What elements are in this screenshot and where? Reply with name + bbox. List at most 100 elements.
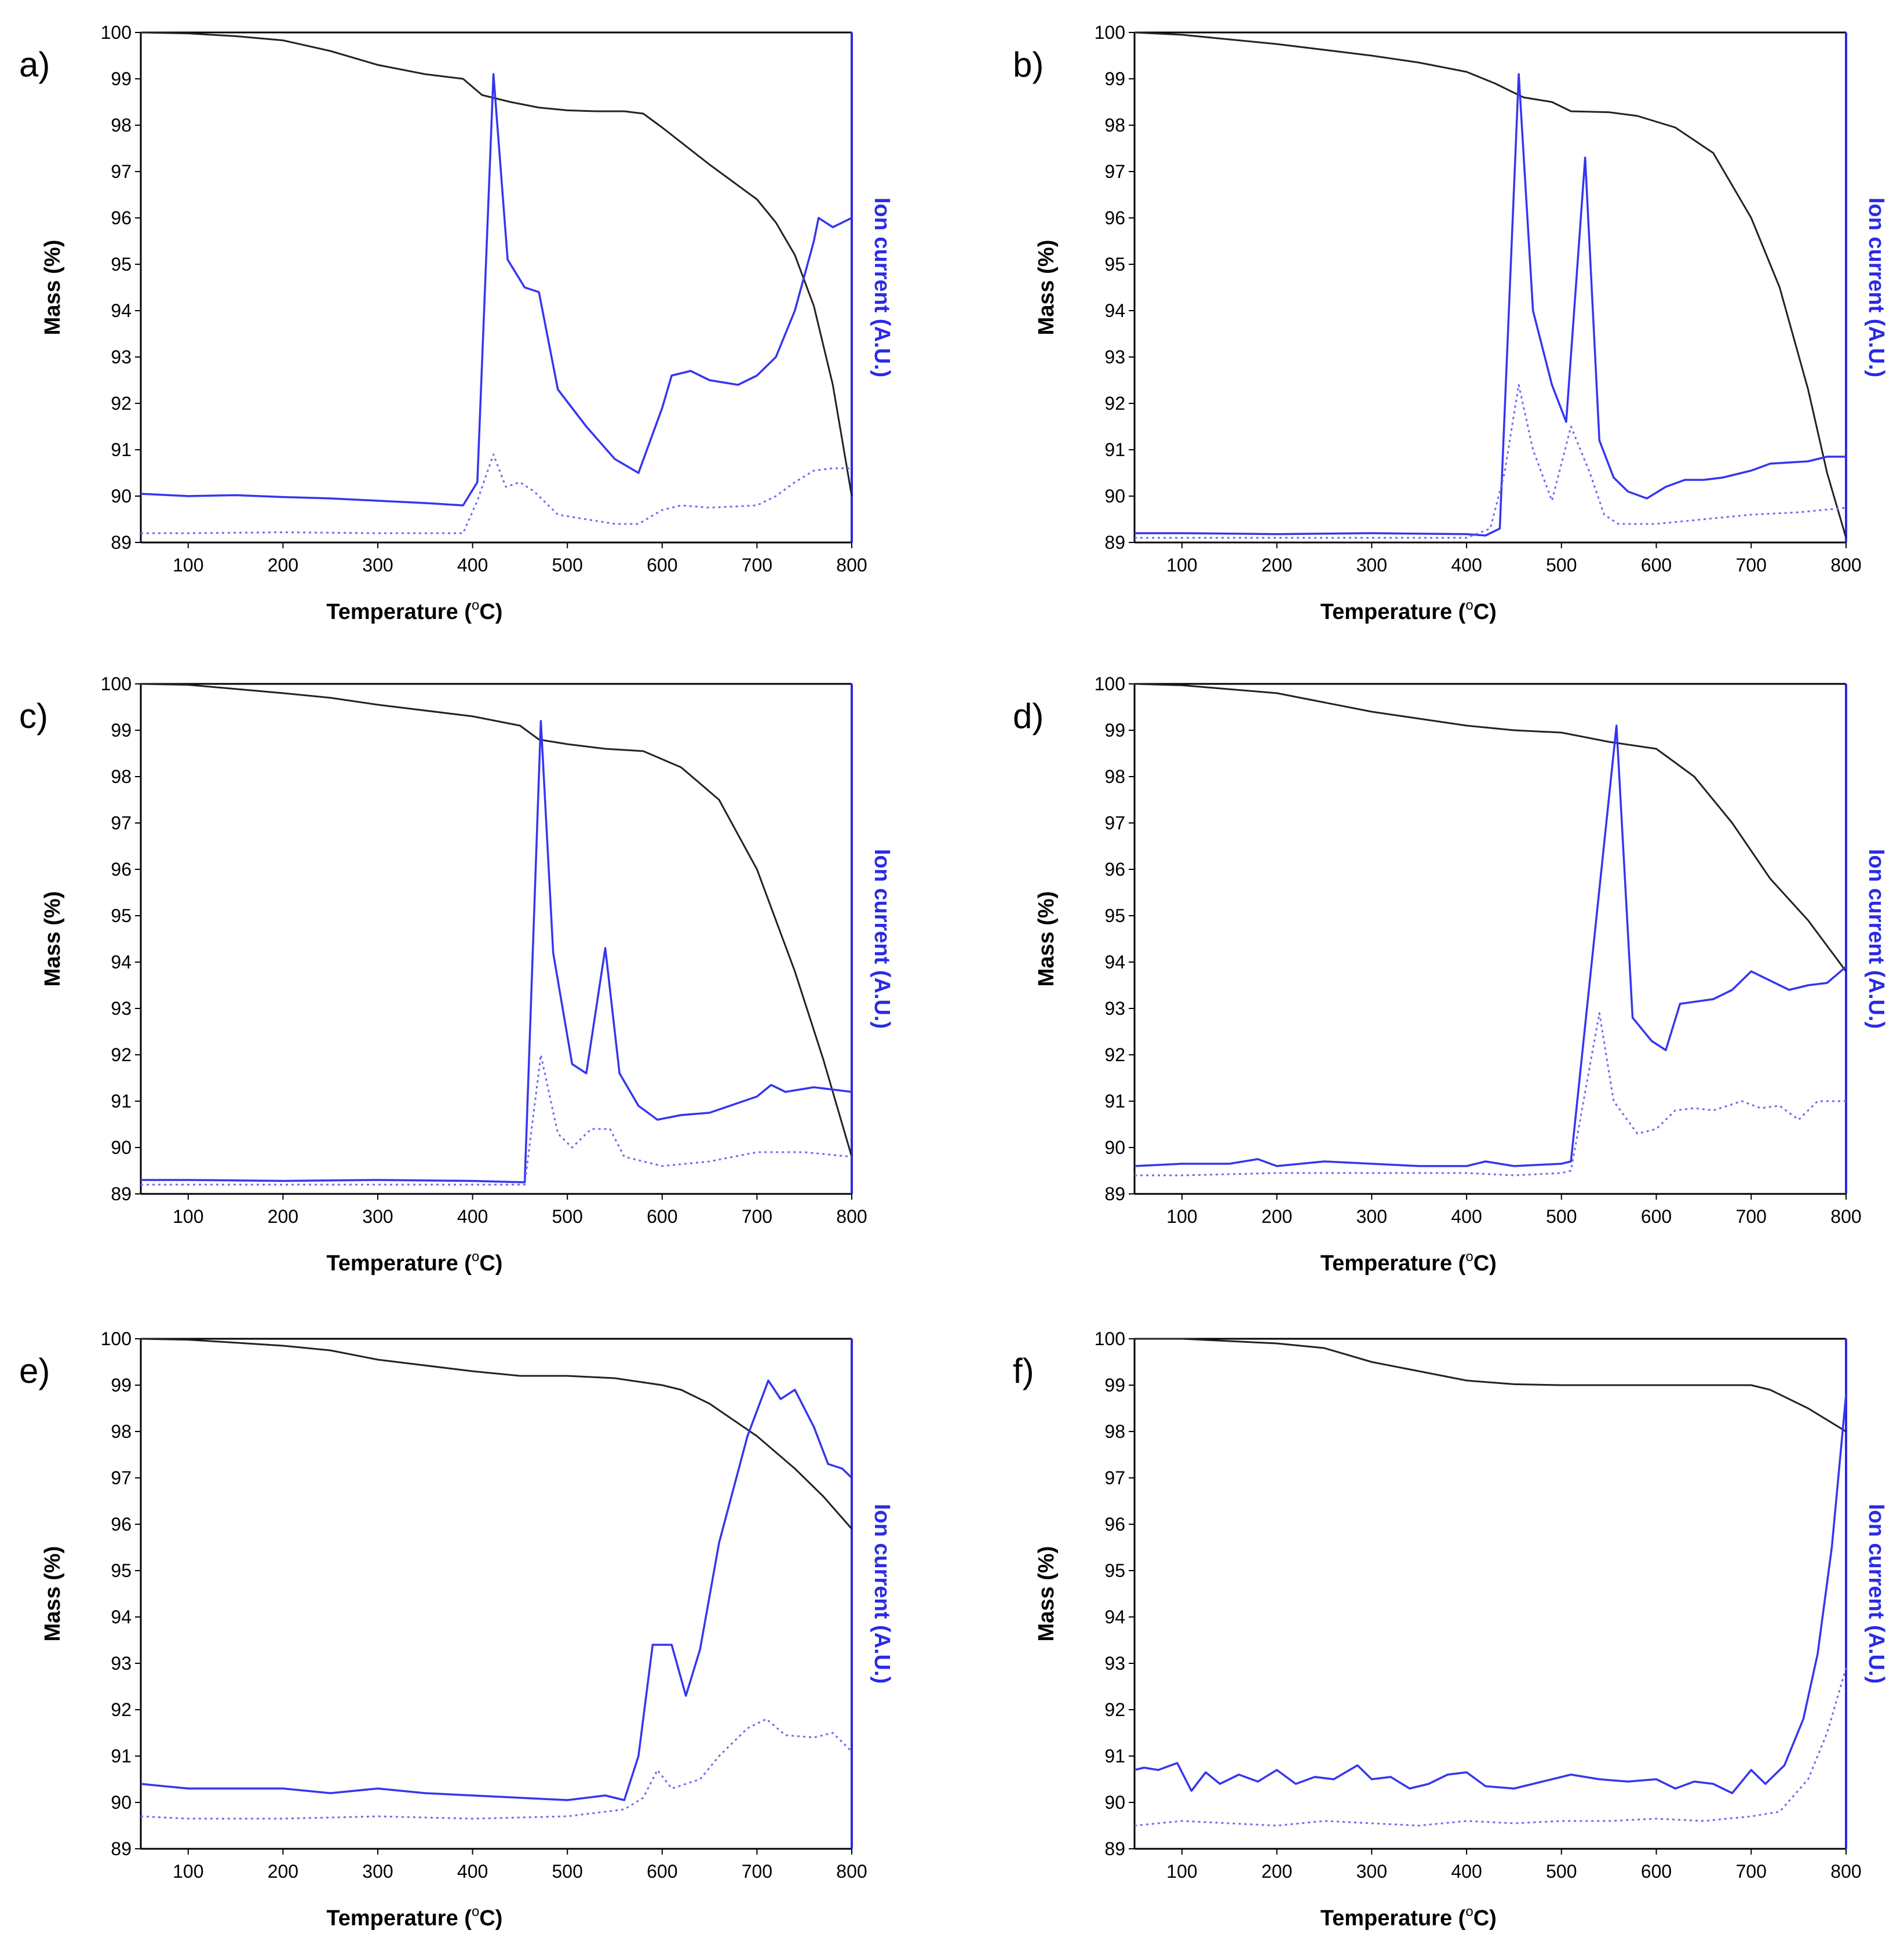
panel-b-xtick-label: 400 (1451, 555, 1482, 576)
panel-b-ytick-label: 91 (1104, 439, 1125, 460)
panel-a-ytick-label: 90 (111, 486, 132, 507)
panel-b-xtick-label: 800 (1830, 555, 1861, 576)
panel-b-ytick-label: 90 (1104, 486, 1125, 507)
panel-d-ion-current-solid-line (1134, 724, 1847, 1167)
panel-f-ytick-label: 94 (1104, 1607, 1125, 1627)
panel-a-ytick-label: 93 (111, 347, 132, 367)
panel-f-ytick-label: 92 (1104, 1699, 1125, 1720)
panel-f-ytick-label: 100 (1095, 1328, 1125, 1349)
panel-e-ytick-label: 96 (111, 1514, 132, 1535)
panel-a-ytick-label: 94 (111, 300, 132, 321)
panel-e-ytick-label: 99 (111, 1375, 132, 1396)
panel-a-ytick-label: 100 (101, 22, 132, 43)
panel-d-ytick-label: 93 (1104, 998, 1125, 1019)
panel-f-xtick-label: 500 (1546, 1861, 1577, 1882)
panel-e-ytick-label: 89 (111, 1838, 132, 1859)
panel-f-ytick-label: 90 (1104, 1792, 1125, 1813)
panel-e-xtick-label: 800 (836, 1861, 867, 1882)
panel-e-mass-line (140, 1338, 853, 1529)
panel-f-xtick-label: 800 (1830, 1861, 1861, 1882)
panel-c-xtick-label: 400 (457, 1206, 488, 1227)
panel-e-ytick-label: 97 (111, 1467, 132, 1488)
panel-c-ytick-label: 89 (111, 1183, 132, 1204)
panel-e: 89 90 91 92 93 94 95 96 97 98 99 100 100 200 300 400 500… (19, 1328, 894, 1931)
panel-f-ytick-label: 95 (1104, 1560, 1125, 1581)
panel-a-xtick-label: 200 (268, 555, 298, 576)
panel-b-ytick-label: 92 (1104, 393, 1125, 414)
panel-c-xtick-label: 500 (552, 1206, 583, 1227)
panel-f-ytick-label: 99 (1104, 1375, 1125, 1396)
panel-a-ytick-label: 92 (111, 393, 132, 414)
panel-f-xtick-label: 700 (1736, 1861, 1767, 1882)
panel-b-xtick-label: 500 (1546, 555, 1577, 576)
panel-c-xlabel: Temperature (oC) (326, 1249, 502, 1276)
panel-c-xtick-label: 200 (268, 1206, 298, 1227)
panel-f-ylabel: Mass (%) (1034, 1546, 1059, 1642)
panel-f-xtick-label: 200 (1261, 1861, 1292, 1882)
panel-a-ytick-label: 96 (111, 207, 132, 228)
panel-f-ytick-label: 97 (1104, 1467, 1125, 1488)
panel-c-label: c) (19, 697, 48, 735)
panel-b-ylabel-right: Ion current (A.U.) (1864, 198, 1888, 377)
panel-a-xtick-label: 800 (836, 555, 867, 576)
panel-a-xtick-label: 100 (173, 555, 203, 576)
panel-a-ytick-label: 91 (111, 439, 132, 460)
panel-b-ytick-label: 93 (1104, 347, 1125, 367)
panel-b-xtick-label: 200 (1261, 555, 1292, 576)
panel-d-ytick-label: 100 (1095, 673, 1125, 694)
panel-d-xtick-label: 300 (1356, 1206, 1387, 1227)
panel-d-xtick-label: 500 (1546, 1206, 1577, 1227)
panel-c-ytick-label: 92 (111, 1044, 132, 1065)
panel-b-ytick-label: 89 (1104, 532, 1125, 553)
panel-d-ytick-label: 89 (1104, 1183, 1125, 1204)
panel-c-ylabel-right: Ion current (A.U.) (870, 849, 894, 1029)
panel-b-ytick-label: 97 (1104, 161, 1125, 182)
panel-f-mass-line (1135, 1338, 1847, 1433)
panel-a-ion-current-dotted-line (141, 453, 852, 534)
panel-e-ion-current-solid-line (140, 1379, 853, 1801)
panel-e-xtick-label: 200 (268, 1861, 298, 1882)
panel-e-ytick-label: 94 (111, 1607, 132, 1627)
panel-a-ion-current-solid-line (140, 73, 852, 507)
panel-c-xtick-label: 700 (742, 1206, 772, 1227)
panel-b-ylabel: Mass (%) (1034, 240, 1059, 336)
panel-d-xtick-label: 800 (1830, 1206, 1861, 1227)
panel-e-ytick-label: 92 (111, 1699, 132, 1720)
panel-c-ytick-label: 97 (111, 813, 132, 833)
panel-e-ytick-label: 90 (111, 1792, 132, 1813)
panel-b-mass-line (1134, 31, 1847, 538)
panel-b-ion-current-solid-line (1135, 73, 1846, 537)
panel-d-ytick-label: 97 (1104, 813, 1125, 833)
panel-f-xtick-label: 400 (1451, 1861, 1482, 1882)
panel-b-xtick-label: 300 (1356, 555, 1387, 576)
panel-c-xtick-label: 300 (362, 1206, 393, 1227)
panel-f-xtick-label: 100 (1166, 1861, 1197, 1882)
panel-d-ytick-label: 96 (1104, 859, 1125, 880)
panel-b-ytick-label: 100 (1095, 22, 1125, 43)
panel-c-ytick-label: 96 (111, 859, 132, 880)
panel-f-ytick-label: 98 (1104, 1421, 1125, 1442)
panel-a-xlabel: Temperature (oC) (326, 598, 502, 624)
panel-f-xtick-label: 300 (1356, 1861, 1387, 1882)
panel-e-xtick-label: 500 (552, 1861, 583, 1882)
panel-a-xtick-label: 600 (647, 555, 677, 576)
panel-d-ytick-label: 90 (1104, 1137, 1125, 1158)
panel-b-xtick-label: 600 (1641, 555, 1672, 576)
panel-e-ytick-label: 98 (111, 1421, 132, 1442)
panel-e-xtick-label: 100 (173, 1861, 203, 1882)
panel-d-xtick-label: 400 (1451, 1206, 1482, 1227)
panel-d-ytick-label: 94 (1104, 952, 1125, 972)
panel-c-xtick-label: 800 (836, 1206, 867, 1227)
panel-e-ytick-label: 93 (111, 1653, 132, 1674)
panel-a-xtick-label: 700 (742, 555, 772, 576)
panel-d-ylabel: Mass (%) (1034, 891, 1059, 987)
panel-c-ylabel: Mass (%) (41, 891, 65, 987)
panel-c-ytick-label: 90 (111, 1137, 132, 1158)
panel-a-ylabel: Mass (%) (41, 240, 65, 336)
panel-d-mass-line (1134, 683, 1847, 972)
panel-c-ytick-label: 94 (111, 952, 132, 972)
panel-a-mass-line (140, 31, 853, 497)
panel-b-xtick-label: 100 (1166, 555, 1197, 576)
panel-e-xtick-label: 400 (457, 1861, 488, 1882)
